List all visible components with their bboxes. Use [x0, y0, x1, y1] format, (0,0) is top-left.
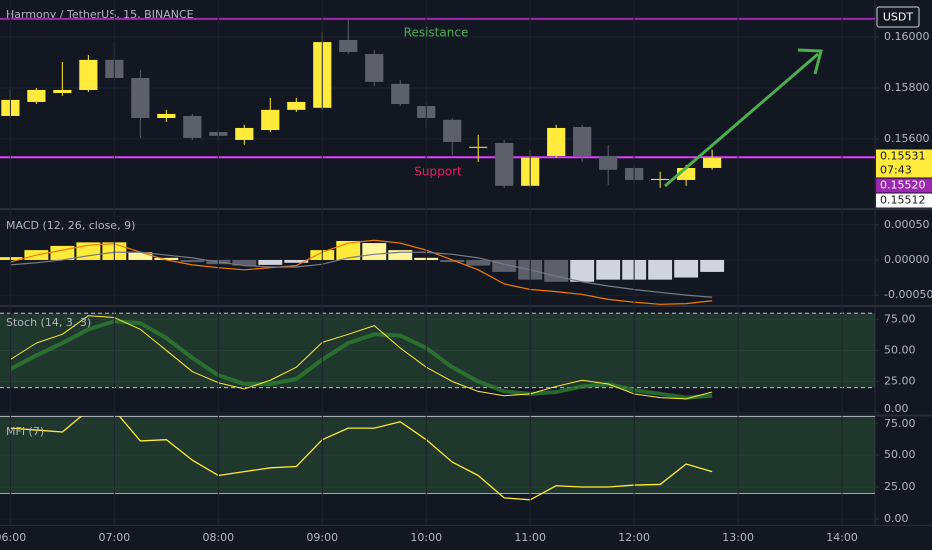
histogram-bar: [544, 259, 569, 282]
candle-body: [53, 89, 72, 94]
indicator-title: MACD (12, 26, close, 9): [6, 219, 135, 232]
price-label: 0.15512: [880, 194, 926, 207]
x-tick-label: 14:00: [826, 531, 858, 544]
histogram-bar: [596, 259, 621, 280]
indicator-line: [9, 319, 713, 400]
currency-badge[interactable]: [876, 6, 920, 28]
y-tick-label: 75.00: [884, 417, 916, 430]
candle-body: [79, 59, 98, 90]
candle-body: [651, 178, 670, 180]
y-tick-label: 0.00: [884, 512, 909, 525]
indicator-title: Stoch (14, 3, 3): [6, 316, 91, 329]
x-tick-label: 08:00: [202, 531, 234, 544]
y-tick-label: 0.00050: [884, 218, 930, 231]
x-tick-label: 13:00: [722, 531, 754, 544]
x-tick-label: 11:00: [514, 531, 546, 544]
candle-body: [261, 109, 280, 130]
histogram-bar: [388, 250, 413, 260]
x-tick-label: 12:00: [618, 531, 650, 544]
currency: USDT: [883, 11, 914, 24]
histogram-bar: [492, 259, 517, 272]
price-label: 0.15520: [880, 179, 926, 192]
candle-body: [391, 83, 410, 104]
histogram-bar: [648, 259, 673, 280]
trend-arrow-head: [797, 48, 823, 75]
histogram-bar: [362, 243, 387, 260]
y-tick-label: 0.15800: [884, 81, 930, 94]
candle-body: [573, 126, 592, 156]
candle-body: [235, 127, 254, 140]
candle-body: [547, 127, 566, 156]
price-label: 0.15531: [880, 150, 926, 163]
histogram-bar: [232, 259, 257, 266]
candle-body: [495, 143, 514, 186]
countdown-box: [876, 163, 932, 178]
panel: [0, 416, 875, 520]
candle-body: [677, 167, 696, 180]
y-tick-label: 25.00: [884, 374, 916, 387]
x-tick-label: 10:00: [410, 531, 442, 544]
candle-body: [131, 78, 150, 119]
annotation: Resistance: [404, 26, 469, 40]
price-label-box: [876, 178, 932, 193]
histogram-bar: [570, 259, 595, 282]
histogram-bar: [0, 257, 23, 260]
chart-title: Harmony / TetherUS, 15, BINANCE: [6, 8, 194, 21]
y-tick-label: 0.00: [884, 402, 909, 415]
trend-arrow: [664, 52, 819, 188]
candle-body: [469, 146, 488, 148]
indicator-line: [10, 251, 713, 298]
annotation: Support: [414, 165, 462, 179]
indicator-title: MFI (7): [6, 425, 44, 438]
histogram-bar: [258, 259, 283, 265]
histogram-bar: [284, 259, 309, 263]
y-tick-label: 25.00: [884, 480, 916, 493]
candle-body: [287, 101, 306, 110]
y-tick-label: -0.00050: [884, 288, 932, 301]
histogram-bar: [466, 259, 491, 266]
panel: [0, 312, 875, 414]
candle-body: [157, 113, 176, 119]
x-tick-label: 06:00: [0, 531, 26, 544]
price-label-box: [876, 149, 932, 164]
y-tick-label: 50.00: [884, 448, 916, 461]
y-tick-label: 50.00: [884, 343, 916, 356]
panel: [0, 224, 875, 305]
indicator-line: [10, 416, 713, 501]
y-tick-label: 0.15600: [884, 132, 930, 145]
indicator-line: [10, 315, 713, 400]
candle-body: [27, 89, 46, 102]
candle-body: [703, 157, 722, 168]
countdown: 07:43: [880, 164, 912, 177]
candle-body: [183, 115, 202, 138]
histogram-bar: [700, 259, 725, 272]
candle-body: [443, 119, 462, 142]
band-fill: [0, 416, 875, 494]
price-axis: [875, 0, 932, 550]
histogram-bar: [440, 259, 465, 263]
candle-body: [599, 156, 618, 170]
y-tick-label: 0.16000: [884, 30, 930, 43]
candle-body: [365, 54, 384, 82]
y-tick-label: 0.00000: [884, 253, 930, 266]
y-tick-label: 75.00: [884, 312, 916, 325]
x-tick-label: 09:00: [306, 531, 338, 544]
histogram-bar: [128, 252, 153, 260]
indicator-line: [10, 239, 713, 305]
x-tick-label: 07:00: [99, 531, 131, 544]
histogram-bar: [180, 259, 205, 263]
candle-body: [339, 40, 358, 52]
price-label-box: [876, 193, 932, 208]
histogram-bar: [154, 257, 179, 260]
histogram-bar: [674, 259, 699, 278]
